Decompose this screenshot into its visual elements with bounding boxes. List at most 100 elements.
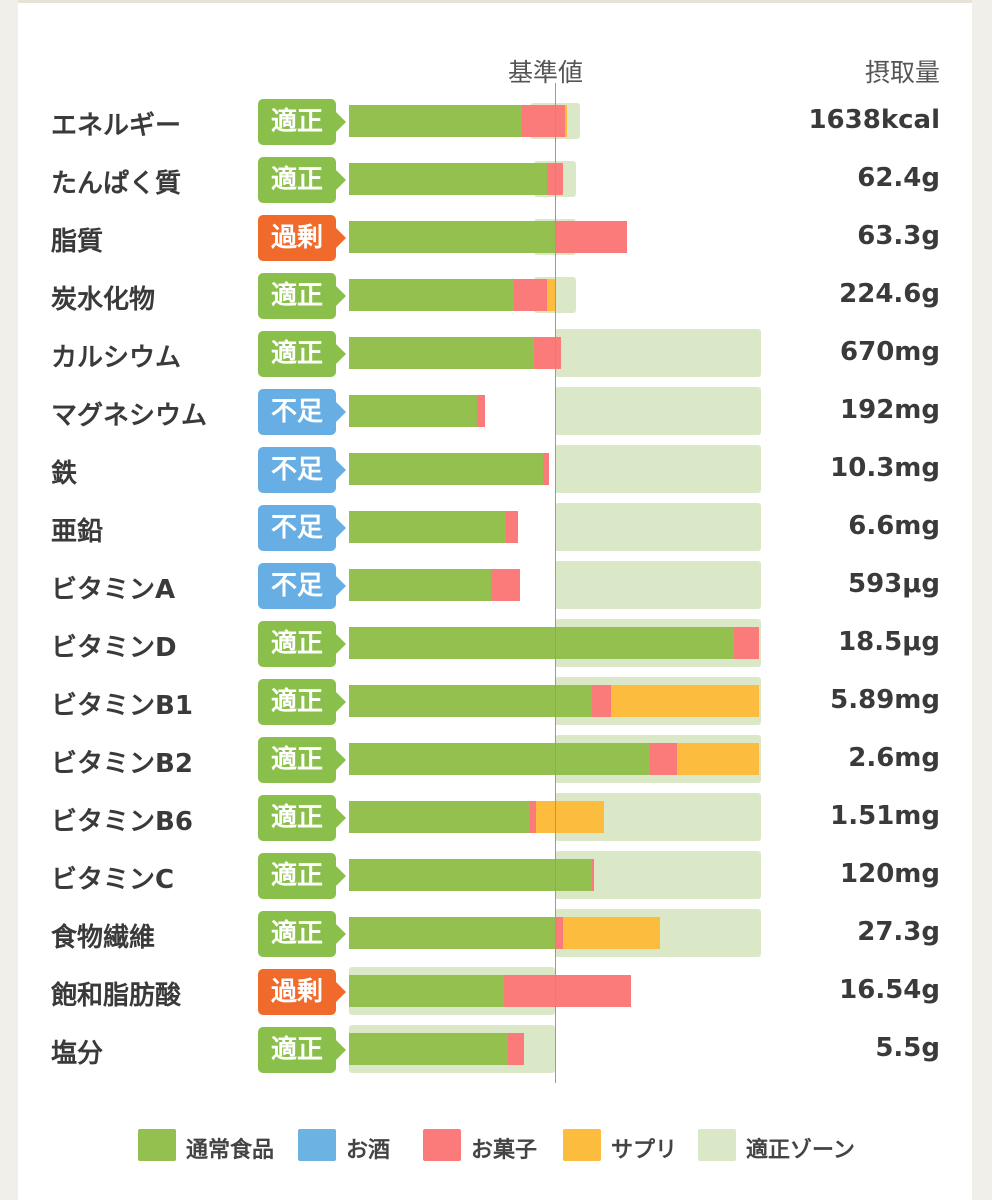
nutrient-label: ビタミンB2 xyxy=(51,749,193,779)
bar-segment-snack xyxy=(476,395,485,427)
bar-segment-snack xyxy=(530,801,537,833)
nutrient-label: 亜鉛 xyxy=(51,517,104,547)
intake-value: 27.3g xyxy=(857,917,940,947)
bar-segment-supplement xyxy=(565,105,568,137)
status-badge: 適正 xyxy=(258,737,346,783)
nutrient-row: カルシウム 適正 670mg xyxy=(18,329,972,377)
bar-segment-food xyxy=(349,105,523,137)
nutrient-label: ビタミンB1 xyxy=(51,691,193,721)
nutrient-label: 炭水化物 xyxy=(51,285,156,315)
nutrient-label: エネルギー xyxy=(51,111,182,141)
bar-segment-food xyxy=(349,337,535,369)
bar-segment-food xyxy=(349,975,504,1007)
intake-value: 63.3g xyxy=(857,221,940,251)
legend-label: お菓子 xyxy=(471,1138,538,1163)
bar-segment-food xyxy=(349,395,477,427)
appropriate-zone xyxy=(555,445,761,493)
reference-header: 基準値 xyxy=(508,58,584,87)
bar-segment-food xyxy=(349,1033,508,1065)
nutrient-row: ビタミンA 不足 593μg xyxy=(18,561,972,609)
bar-segment-snack xyxy=(513,279,547,311)
nutrient-row: 鉄 不足 10.3mg xyxy=(18,445,972,493)
nutrient-row: 脂質 過剰 63.3g xyxy=(18,213,972,261)
nutrient-row: ビタミンB6 適正 1.51mg xyxy=(18,793,972,841)
status-badge: 適正 xyxy=(258,679,346,725)
status-badge: 不足 xyxy=(258,389,346,435)
nutrient-row: たんぱく質 適正 62.4g xyxy=(18,155,972,203)
intake-value: 2.6mg xyxy=(848,743,940,773)
bar-segment-food xyxy=(349,917,555,949)
legend-label: 通常食品 xyxy=(186,1138,275,1163)
intake-value: 62.4g xyxy=(857,163,940,193)
nutrient-label: 鉄 xyxy=(51,459,78,489)
status-badge: 適正 xyxy=(258,911,346,957)
nutrient-row: 亜鉛 不足 6.6mg xyxy=(18,503,972,551)
bar-segment-supplement xyxy=(536,801,605,833)
bar-segment-snack xyxy=(505,511,518,543)
appropriate-zone xyxy=(555,503,761,551)
intake-value: 18.5μg xyxy=(838,627,940,657)
intake-value: 593μg xyxy=(847,569,940,599)
appropriate-zone xyxy=(555,561,761,609)
bar-segment-snack xyxy=(507,1033,525,1065)
status-badge: 不足 xyxy=(258,505,346,551)
bar-segment-snack xyxy=(649,743,677,775)
status-badge: 適正 xyxy=(258,853,346,899)
legend-swatch xyxy=(423,1129,461,1161)
bar-segment-snack xyxy=(555,221,628,253)
bar-segment-snack xyxy=(592,685,611,717)
bar-segment-food xyxy=(349,221,555,253)
bar-segment-snack xyxy=(503,975,632,1007)
legend-label: 適正ゾーン xyxy=(746,1138,855,1163)
nutrient-row: 食物繊維 適正 27.3g xyxy=(18,909,972,957)
bar-segment-snack xyxy=(491,569,520,601)
bar-segment-snack xyxy=(542,453,549,485)
status-badge: 不足 xyxy=(258,447,346,493)
nutrient-label: ビタミンA xyxy=(51,575,176,605)
appropriate-zone xyxy=(555,329,761,377)
bar-segment-food xyxy=(349,279,514,311)
intake-value: 6.6mg xyxy=(848,511,940,541)
legend-swatch xyxy=(563,1129,601,1161)
legend-label: サプリ xyxy=(611,1138,678,1163)
bar-segment-food xyxy=(349,163,547,195)
bar-segment-supplement xyxy=(610,685,759,717)
bar-segment-snack xyxy=(522,105,566,137)
legend-swatch xyxy=(298,1129,336,1161)
legend-swatch xyxy=(138,1129,176,1161)
intake-value: 1638kcal xyxy=(808,105,940,135)
status-badge: 適正 xyxy=(258,99,346,145)
nutrient-label: ビタミンB6 xyxy=(51,807,193,837)
nutrient-row: 塩分 適正 5.5g xyxy=(18,1025,972,1073)
nutrient-row: エネルギー 適正 1638kcal xyxy=(18,97,972,145)
nutrient-label: 飽和脂肪酸 xyxy=(51,981,182,1011)
nutrient-label: 食物繊維 xyxy=(51,923,156,953)
status-badge: 過剰 xyxy=(258,215,346,261)
appropriate-zone xyxy=(555,387,761,435)
nutrient-row: ビタミンC 適正 120mg xyxy=(18,851,972,899)
nutrient-label: 塩分 xyxy=(51,1039,104,1069)
bar-segment-food xyxy=(349,859,593,891)
bar-segment-food xyxy=(349,453,543,485)
intake-value: 5.89mg xyxy=(830,685,940,715)
bar-segment-food xyxy=(349,743,650,775)
status-badge: 適正 xyxy=(258,157,346,203)
bar-segment-supplement xyxy=(563,917,661,949)
nutrient-label: 脂質 xyxy=(51,227,104,257)
intake-value: 670mg xyxy=(840,337,940,367)
status-badge: 過剰 xyxy=(258,969,346,1015)
intake-header: 摂取量 xyxy=(864,58,940,87)
status-badge: 適正 xyxy=(258,273,346,319)
bar-segment-food xyxy=(349,511,506,543)
nutrient-row: ビタミンB2 適正 2.6mg xyxy=(18,735,972,783)
nutrient-row: マグネシウム 不足 192mg xyxy=(18,387,972,435)
nutrient-label: マグネシウム xyxy=(51,401,208,431)
intake-value: 224.6g xyxy=(839,279,940,309)
intake-value: 120mg xyxy=(840,859,940,889)
status-badge: 適正 xyxy=(258,621,346,667)
nutrient-label: カルシウム xyxy=(51,343,182,373)
nutrient-row: ビタミンD 適正 18.5μg xyxy=(18,619,972,667)
bar-segment-supplement xyxy=(546,279,555,311)
intake-value: 192mg xyxy=(840,395,940,425)
bar-segment-snack xyxy=(734,627,759,659)
